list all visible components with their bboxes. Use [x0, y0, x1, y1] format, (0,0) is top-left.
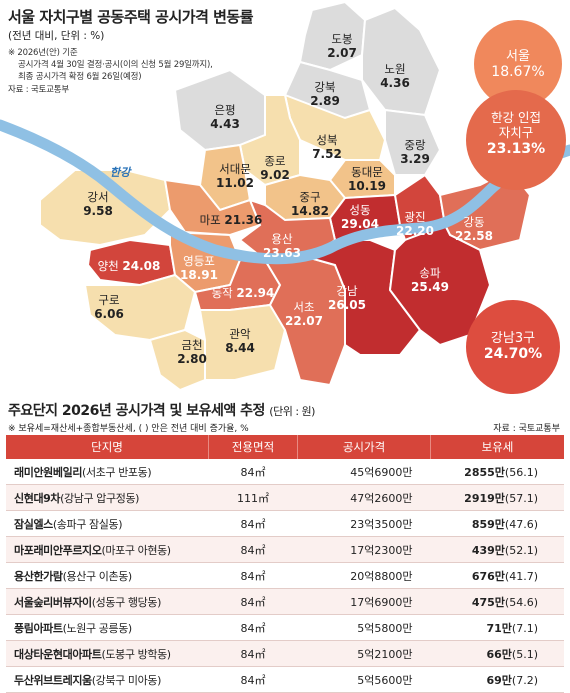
cell-name: 래미안원베일리(서초구 반포동) — [6, 459, 209, 485]
complex-table: 단지명 전용면적 공시가격 보유세 래미안원베일리(서초구 반포동) 84㎡ 45억… — [6, 435, 564, 693]
table-row: 마포래미안푸르지오(마포구 아현동) 84㎡ 17억2300만 439만(52.1) — [6, 536, 564, 563]
table-row: 용산한가람(용산구 이촌동) 84㎡ 20억8800만 676만(41.7) — [6, 562, 564, 589]
table-row: 서울숲리버뷰자이(성동구 행당동) 84㎡ 17억6900만 475만(54.6) — [6, 588, 564, 615]
cell-tax: 2855만(56.1) — [430, 459, 564, 485]
label-guro: 구로 6.06 — [94, 293, 124, 321]
label-mapo: 마포 21.36 — [199, 213, 263, 227]
cell-area: 111㎡ — [208, 484, 298, 511]
district-dobong — [298, 0, 367, 72]
col-price: 공시가격 — [297, 435, 431, 459]
cell-area: 84㎡ — [208, 588, 298, 615]
table-row: 대상타운현대아파트(도봉구 방학동) 84㎡ 5억2100만 66만(5.1) — [6, 640, 564, 667]
label-jungnang: 중랑 3.29 — [400, 138, 430, 166]
label-yongsan: 용산 23.63 — [263, 232, 301, 260]
cell-price: 5억5600만 — [297, 666, 431, 693]
label-seongdong: 성동 29.04 — [341, 203, 379, 231]
cell-price: 20억8800만 — [297, 562, 431, 589]
label-geumcheon: 금천 2.80 — [177, 338, 207, 366]
table-source: 자료 : 국토교통부 — [493, 424, 560, 434]
table-row: 풍림아파트(노원구 공릉동) 84㎡ 5억5800만 71만(7.1) — [6, 614, 564, 641]
col-tax: 보유세 — [430, 435, 564, 459]
table-title: 주요단지 2026년 공시가격 및 보유세액 추정 (단위 : 원) — [8, 403, 315, 419]
cell-name: 신현대9차(강남구 압구정동) — [6, 484, 209, 511]
bubble-gangnam3: 강남3구 24.70% — [466, 300, 560, 394]
cell-area: 84㎡ — [208, 562, 298, 589]
label-songpa: 송파 25.49 — [411, 266, 449, 294]
map-subtitle: (전년 대비, 단위 : %) — [8, 30, 105, 42]
label-eunpyeong: 은평 4.43 — [210, 103, 240, 131]
cell-price: 5억5800만 — [297, 614, 431, 641]
label-junggu: 중구 14.82 — [291, 190, 329, 218]
seoul-map — [0, 0, 570, 392]
cell-name: 마포래미안푸르지오(마포구 아현동) — [6, 536, 209, 563]
district-jongno — [238, 94, 301, 187]
cell-name: 서울숲리버뷰자이(성동구 행당동) — [6, 588, 209, 615]
cell-price: 17억2300만 — [297, 536, 431, 563]
cell-area: 84㎡ — [208, 614, 298, 641]
note-line-2: 공시가격 4월 30일 결정·공시(이의 신청 5월 29일까지), — [18, 60, 213, 70]
cell-name: 풍림아파트(노원구 공릉동) — [6, 614, 209, 641]
label-jongno: 종로 9.02 — [260, 154, 290, 182]
label-gangseo: 강서 9.58 — [83, 190, 113, 218]
cell-tax: 2919만(57.1) — [430, 484, 564, 511]
table-row: 잠실엘스(송파구 잠실동) 84㎡ 23억3500만 859만(47.6) — [6, 510, 564, 537]
cell-tax: 475만(54.6) — [430, 588, 564, 615]
cell-name: 잠실엘스(송파구 잠실동) — [6, 510, 209, 537]
han-river — [0, 119, 570, 265]
label-seodaemun: 서대문 11.02 — [216, 162, 254, 190]
cell-name: 대상타운현대아파트(도봉구 방학동) — [6, 640, 209, 667]
cell-area: 84㎡ — [208, 640, 298, 667]
label-dongjak: 동작 22.94 — [211, 286, 275, 300]
cell-area: 84㎡ — [208, 459, 298, 485]
map-section: 서울 자치구별 공동주택 공시가격 변동률 (전년 대비, 단위 : %) ※ … — [0, 0, 570, 394]
note-source: 자료 : 국토교통부 — [8, 85, 70, 95]
label-gangdong: 강동 22.58 — [455, 215, 493, 243]
label-dobong: 도봉 2.07 — [327, 32, 357, 60]
label-seongbuk: 성북 7.52 — [312, 133, 342, 161]
col-area: 전용면적 — [208, 435, 298, 459]
cell-tax: 676만(41.7) — [430, 562, 564, 589]
cell-price: 5억2100만 — [297, 640, 431, 667]
cell-price: 47억2600만 — [297, 484, 431, 511]
cell-tax: 859만(47.6) — [430, 510, 564, 537]
cell-area: 84㎡ — [208, 666, 298, 693]
cell-name: 두산위브트레지움(강북구 미아동) — [6, 666, 209, 693]
table-header-row: 단지명 전용면적 공시가격 보유세 — [6, 435, 564, 459]
label-gwangjin: 광진 22.20 — [396, 210, 434, 238]
label-gwanak: 관악 8.44 — [225, 327, 255, 355]
label-seocho: 서초 22.07 — [285, 300, 323, 328]
cell-tax: 439만(52.1) — [430, 536, 564, 563]
cell-name: 용산한가람(용산구 이촌동) — [6, 562, 209, 589]
table-row: 신현대9차(강남구 압구정동) 111㎡ 47억2600만 2919만(57.1) — [6, 484, 564, 511]
cell-price: 17억6900만 — [297, 588, 431, 615]
note-line-3: 최종 공시가격 확정 6월 26일(예정) — [18, 72, 142, 82]
label-yangcheon: 양천 24.08 — [97, 259, 161, 273]
table-row: 두산위브트레지움(강북구 미아동) 84㎡ 5억5600만 69만(7.2) — [6, 666, 564, 693]
label-gangbuk: 강북 2.89 — [310, 80, 340, 108]
label-gangnam: 강남 26.05 — [328, 284, 366, 312]
cell-tax: 69만(7.2) — [430, 666, 564, 693]
bubble-hangang: 한강 인접 자치구 23.13% — [466, 90, 566, 190]
river-label: 한강 — [110, 166, 131, 179]
label-nowon: 노원 4.36 — [380, 62, 410, 90]
table-row: 래미안원베일리(서초구 반포동) 84㎡ 45억6900만 2855만(56.1) — [6, 459, 564, 485]
cell-tax: 66만(5.1) — [430, 640, 564, 667]
col-name: 단지명 — [6, 435, 209, 459]
map-title: 서울 자치구별 공동주택 공시가격 변동률 — [8, 8, 254, 26]
label-yeongdeungpo: 영등포 18.91 — [180, 254, 218, 282]
cell-price: 23억3500만 — [297, 510, 431, 537]
table-note: ※ 보유세=재산세+종합부동산세, ( ) 안은 전년 대비 증가율, % — [8, 424, 249, 434]
label-dongdaemun: 동대문 10.19 — [348, 165, 386, 193]
cell-area: 84㎡ — [208, 536, 298, 563]
district-gwanak — [198, 303, 287, 381]
note-line-1: ※ 2026년(안) 기준 — [8, 48, 78, 58]
cell-area: 84㎡ — [208, 510, 298, 537]
cell-tax: 71만(7.1) — [430, 614, 564, 641]
cell-price: 45억6900만 — [297, 459, 431, 485]
